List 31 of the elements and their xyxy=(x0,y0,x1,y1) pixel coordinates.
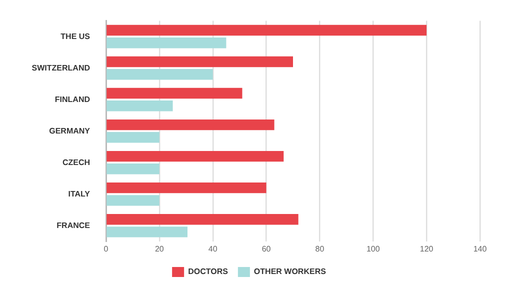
x-tick-label: 0 xyxy=(104,244,109,254)
bar xyxy=(106,24,427,36)
bar xyxy=(106,69,213,80)
bar xyxy=(106,56,293,68)
x-tick-label: 40 xyxy=(208,244,218,254)
x-tick-label: 20 xyxy=(154,244,164,254)
y-tick-label: ITALY xyxy=(68,189,91,198)
bar xyxy=(106,100,173,112)
x-tick-label: 80 xyxy=(315,244,325,254)
bar xyxy=(106,182,266,194)
legend-label: OTHER WORKERS xyxy=(254,267,327,276)
bar xyxy=(106,226,188,238)
y-tick-label: THE US xyxy=(60,32,91,41)
bar xyxy=(106,164,160,174)
bar xyxy=(106,119,274,130)
bar xyxy=(106,132,160,143)
x-tick-label: 120 xyxy=(420,244,434,254)
y-tick-label: CZECH xyxy=(62,158,90,167)
y-tick-label: FINLAND xyxy=(54,94,90,104)
bar xyxy=(106,150,284,162)
y-tick-label: FRANCE xyxy=(56,220,91,230)
x-tick-label: 140 xyxy=(473,244,488,254)
x-tick-label: 100 xyxy=(366,244,380,254)
y-tick-label: SWITZERLAND xyxy=(32,63,90,72)
bar xyxy=(106,214,298,225)
legend-label: DOCTORS xyxy=(188,267,229,276)
x-tick-label: 60 xyxy=(262,244,272,254)
bar xyxy=(106,195,160,206)
bar xyxy=(106,88,242,99)
y-tick-label: GERMANY xyxy=(49,126,91,136)
bar xyxy=(106,38,226,48)
